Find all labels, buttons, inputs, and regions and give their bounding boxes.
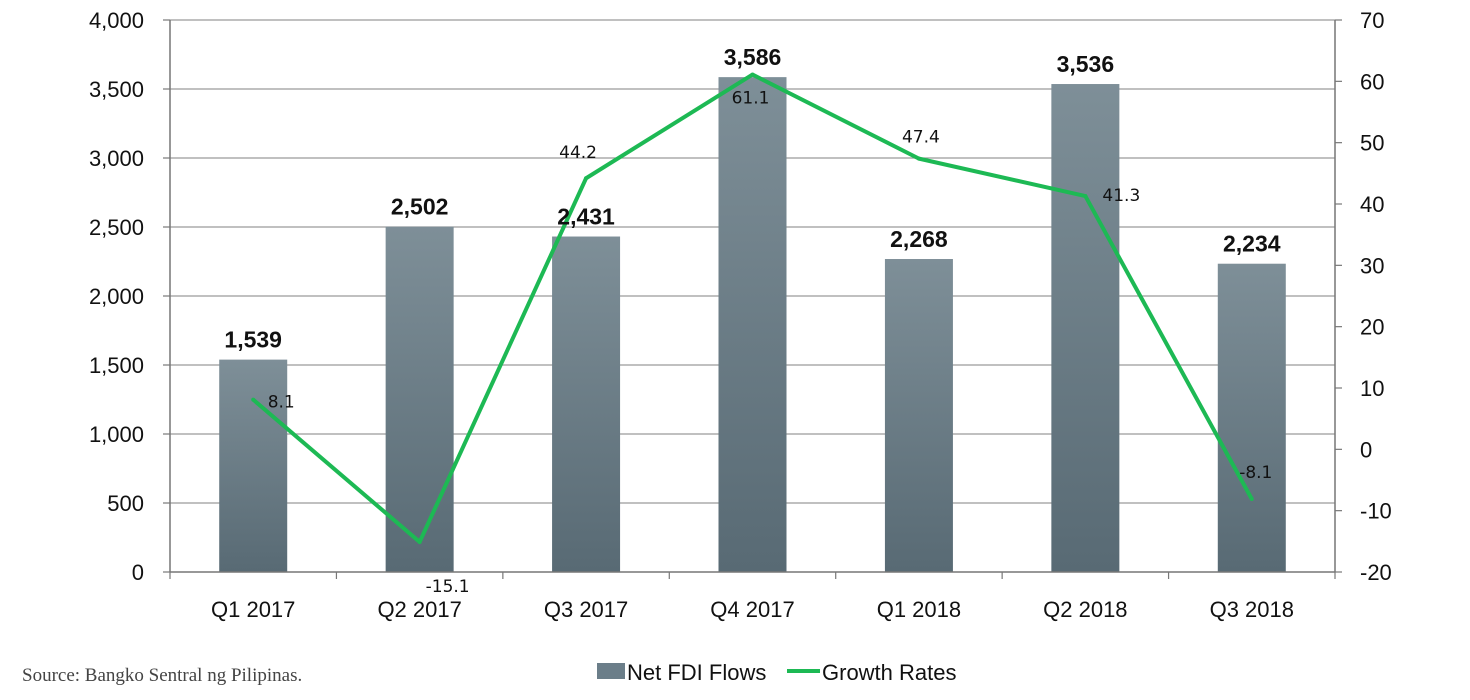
y-left-tick-label: 1,500: [89, 353, 144, 378]
growth-value-label: 47.4: [902, 128, 940, 148]
y-right-tick-label: -10: [1360, 499, 1392, 524]
legend-swatch-bar: [597, 663, 625, 679]
x-tick-label: Q1 2017: [211, 597, 295, 622]
growth-value-label: 61.1: [732, 89, 770, 109]
y-left-tick-label: 1,000: [89, 422, 144, 447]
bar-value-label: 1,539: [224, 327, 282, 353]
y-right-tick-label: 70: [1360, 8, 1384, 33]
bar: [552, 236, 621, 572]
growth-point: [1083, 194, 1088, 199]
bar-value-label: 2,502: [391, 194, 449, 220]
y-left-tick-label: 2,500: [89, 215, 144, 240]
y-left-tick-label: 3,000: [89, 146, 144, 171]
x-tick-label: Q3 2017: [544, 597, 628, 622]
y-right-tick-label: 50: [1360, 131, 1384, 156]
bar-value-label: 2,234: [1223, 231, 1281, 257]
y-left-tick-label: 3,500: [89, 77, 144, 102]
y-left-tick-label: 4,000: [89, 8, 144, 33]
bar: [1217, 263, 1286, 572]
legend-label-line: Growth Rates: [822, 660, 957, 685]
bar: [1051, 84, 1120, 573]
growth-point: [916, 156, 921, 161]
bar: [884, 259, 953, 572]
bar: [718, 77, 787, 572]
growth-point: [1249, 497, 1254, 502]
y-left-tick-label: 500: [107, 491, 144, 516]
growth-point: [750, 72, 755, 77]
x-tick-label: Q2 2017: [377, 597, 461, 622]
bar-value-label: 2,431: [557, 204, 615, 230]
source-note: Source: Bangko Sentral ng Pilipinas.: [22, 665, 303, 686]
y-right-tick-label: 60: [1360, 69, 1384, 94]
data-labels: 1,539 2,502 2,431 3,586 2,268 3,536 2,234 8.1 -1…: [224, 44, 1280, 597]
x-tick-label: Q2 2018: [1043, 597, 1127, 622]
y-left-tick-label: 2,000: [89, 284, 144, 309]
growth-value-label: 41.3: [1102, 186, 1140, 206]
growth-value-label: 8.1: [268, 393, 295, 413]
growth-point: [417, 539, 422, 544]
legend-label-bar: Net FDI Flows: [627, 660, 766, 685]
legend: Net FDI Flows Growth Rates: [597, 660, 957, 685]
growth-line: [251, 72, 1254, 544]
y-left-tick-label: 0: [132, 560, 144, 585]
bar-value-label: 3,586: [724, 44, 782, 70]
x-tick-label: Q1 2018: [877, 597, 961, 622]
bars: [219, 77, 1286, 573]
bar-value-label: 2,268: [890, 226, 948, 252]
growth-value-label: 44.2: [559, 143, 597, 163]
y-right-tick-label: -20: [1360, 560, 1392, 585]
growth-point: [584, 176, 589, 181]
axes: 05001,0001,5002,0002,5003,0003,5004,000-…: [89, 8, 1392, 622]
bar: [385, 226, 454, 572]
y-right-tick-label: 30: [1360, 253, 1384, 278]
y-right-tick-label: 0: [1360, 437, 1372, 462]
y-right-tick-label: 40: [1360, 192, 1384, 217]
bar: [219, 359, 288, 572]
growth-point: [251, 397, 256, 402]
x-tick-label: Q4 2017: [710, 597, 794, 622]
growth-value-label: -8.1: [1239, 463, 1272, 483]
y-right-tick-label: 10: [1360, 376, 1384, 401]
y-right-tick-label: 20: [1360, 315, 1384, 340]
growth-value-label: -15.1: [426, 577, 470, 597]
bar-value-label: 3,536: [1057, 51, 1115, 77]
x-tick-label: Q3 2018: [1210, 597, 1294, 622]
